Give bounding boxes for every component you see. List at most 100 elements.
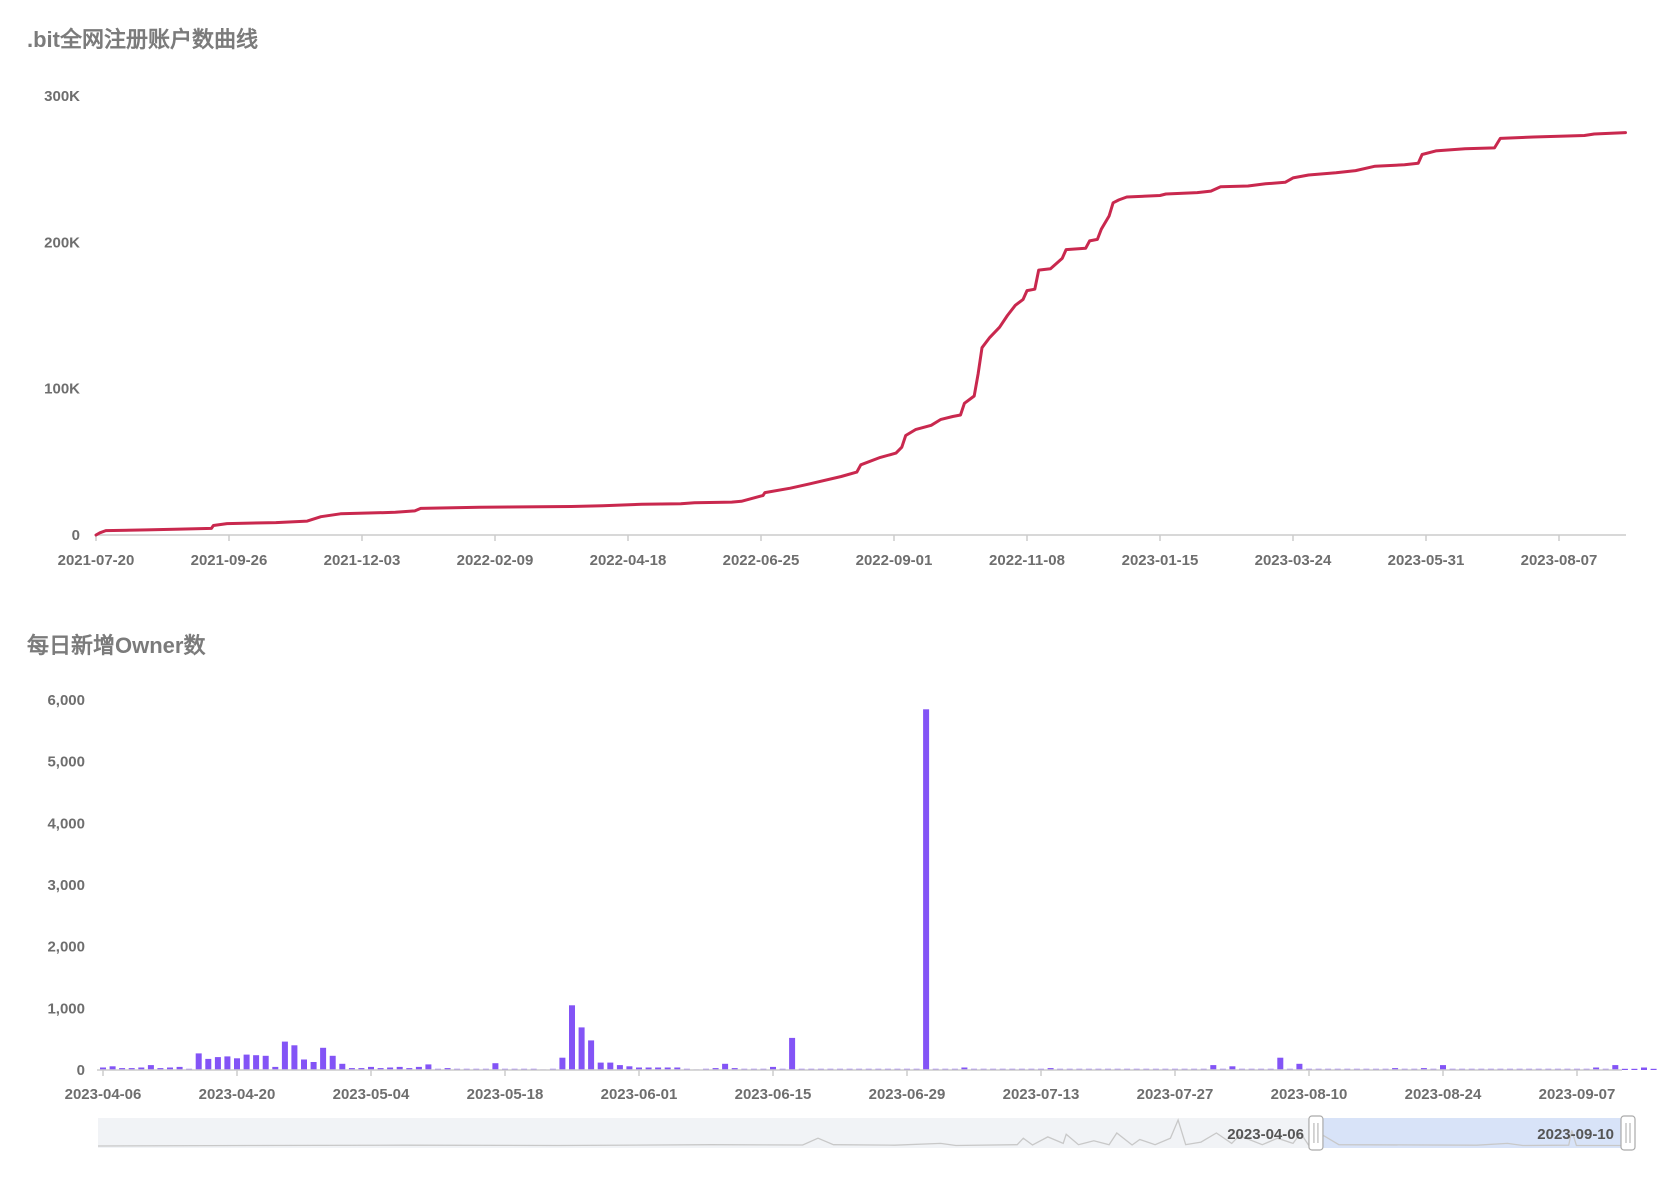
bar bbox=[138, 1067, 145, 1070]
date-range-slider[interactable]: 2023-04-06 2023-09-10 bbox=[0, 1110, 1660, 1180]
slider-end-label: 2023-09-10 bbox=[1537, 1126, 1614, 1143]
bar bbox=[636, 1067, 642, 1070]
bar bbox=[310, 1062, 317, 1070]
bar bbox=[1047, 1068, 1054, 1070]
x-tick-label: 2023-04-20 bbox=[199, 1086, 276, 1103]
x-tick-label: 2023-01-15 bbox=[1122, 552, 1199, 569]
bar-chart-title: 每日新增Owner数 bbox=[27, 633, 206, 658]
bar bbox=[1641, 1067, 1647, 1070]
bar bbox=[664, 1067, 671, 1070]
y-tick-label: 200K bbox=[44, 234, 80, 251]
x-tick-label: 2023-08-07 bbox=[1521, 552, 1598, 569]
bar bbox=[578, 1027, 585, 1070]
bar bbox=[1420, 1068, 1427, 1070]
bar bbox=[1650, 1068, 1657, 1070]
bar bbox=[626, 1066, 633, 1070]
bar bbox=[358, 1068, 365, 1070]
bar bbox=[415, 1066, 422, 1070]
bar bbox=[348, 1068, 355, 1070]
bar bbox=[789, 1037, 796, 1070]
bar bbox=[205, 1058, 212, 1070]
y-tick-label: 0 bbox=[77, 1062, 85, 1079]
x-tick-label: 2022-09-01 bbox=[856, 552, 933, 569]
y-tick-label: 0 bbox=[72, 527, 80, 544]
bar bbox=[119, 1068, 126, 1070]
bar bbox=[569, 1005, 575, 1071]
y-tick-label: 100K bbox=[44, 381, 80, 398]
y-tick-label: 6,000 bbox=[47, 692, 85, 709]
bar bbox=[339, 1063, 346, 1070]
bar bbox=[674, 1067, 681, 1070]
bar bbox=[588, 1040, 595, 1070]
x-tick-label: 2023-06-15 bbox=[735, 1086, 812, 1103]
bar bbox=[597, 1062, 604, 1070]
bar bbox=[214, 1057, 221, 1070]
bar bbox=[559, 1057, 566, 1070]
bar bbox=[1210, 1065, 1217, 1070]
x-tick-label: 2023-05-04 bbox=[333, 1086, 410, 1103]
bar bbox=[176, 1066, 183, 1070]
y-tick-label: 3,000 bbox=[47, 877, 85, 894]
y-tick-label: 5,000 bbox=[47, 754, 85, 771]
bar-chart: 0 1,000 2,000 3,000 4,000 5,000 6,000 2023-04-0… bbox=[47, 692, 1657, 1103]
x-tick-label: 2023-06-01 bbox=[601, 1086, 678, 1103]
bar bbox=[147, 1065, 154, 1070]
slider-overview-line bbox=[97, 1118, 1630, 1147]
bar bbox=[100, 1067, 106, 1070]
bar bbox=[1631, 1068, 1638, 1070]
series-line bbox=[94, 131, 1627, 537]
bar bbox=[396, 1066, 403, 1070]
bar bbox=[1277, 1057, 1284, 1070]
bar bbox=[157, 1068, 164, 1070]
slider-start-label: 2023-04-06 bbox=[1227, 1126, 1304, 1143]
bar bbox=[387, 1067, 394, 1070]
x-tick-label: 2021-12-03 bbox=[324, 552, 401, 569]
y-tick-label: 300K bbox=[44, 88, 80, 105]
y-tick-label: 4,000 bbox=[47, 815, 85, 832]
bar bbox=[1612, 1065, 1619, 1070]
line-chart-title: .bit全网注册账户数曲线 bbox=[27, 27, 258, 52]
x-tick-label: 2023-06-29 bbox=[869, 1086, 946, 1103]
bar bbox=[492, 1063, 499, 1070]
x-tick-label: 2023-08-10 bbox=[1271, 1086, 1348, 1103]
x-tick-label: 2023-07-13 bbox=[1003, 1086, 1080, 1103]
x-tick-label: 2021-09-26 bbox=[191, 552, 268, 569]
bar bbox=[731, 1068, 738, 1070]
bar bbox=[770, 1066, 776, 1070]
bar bbox=[1593, 1067, 1600, 1070]
slider-end-handle[interactable] bbox=[1620, 1115, 1636, 1151]
line-chart: 0 100K 200K 300K 2021-07-20 2021-09-26 2021-12… bbox=[44, 88, 1627, 569]
x-tick-label: 2023-09-07 bbox=[1539, 1086, 1616, 1103]
bar bbox=[234, 1058, 240, 1070]
bar bbox=[329, 1055, 336, 1070]
bar bbox=[281, 1041, 288, 1070]
bar bbox=[444, 1068, 451, 1070]
bar bbox=[1229, 1066, 1236, 1070]
x-tick-label: 2023-04-06 bbox=[65, 1086, 142, 1103]
bar bbox=[616, 1065, 623, 1070]
y-tick-label: 1,000 bbox=[47, 1000, 85, 1017]
x-tick-label: 2022-06-25 bbox=[723, 552, 800, 569]
bar bbox=[109, 1066, 116, 1070]
x-tick-label: 2022-02-09 bbox=[457, 552, 534, 569]
bar bbox=[645, 1067, 652, 1070]
x-tick-label: 2023-07-27 bbox=[1137, 1086, 1214, 1103]
bar bbox=[1621, 1068, 1628, 1070]
slider-start-handle[interactable] bbox=[1308, 1115, 1324, 1151]
bar bbox=[425, 1064, 432, 1070]
bar bbox=[712, 1068, 719, 1070]
bar bbox=[291, 1045, 298, 1070]
bar bbox=[167, 1067, 173, 1070]
y-tick-label: 2,000 bbox=[47, 939, 85, 956]
bar bbox=[320, 1047, 327, 1070]
bar bbox=[224, 1056, 231, 1070]
bar bbox=[368, 1066, 374, 1070]
x-tick-label: 2022-04-18 bbox=[590, 552, 667, 569]
x-tick-label: 2023-08-24 bbox=[1405, 1086, 1482, 1103]
bar bbox=[377, 1068, 384, 1070]
bar bbox=[262, 1055, 269, 1070]
x-tick-label: 2023-03-24 bbox=[1255, 552, 1332, 569]
slider-selected-range[interactable] bbox=[1315, 1118, 1630, 1148]
bar bbox=[1440, 1065, 1446, 1070]
x-tick-label: 2022-11-08 bbox=[989, 552, 1065, 569]
